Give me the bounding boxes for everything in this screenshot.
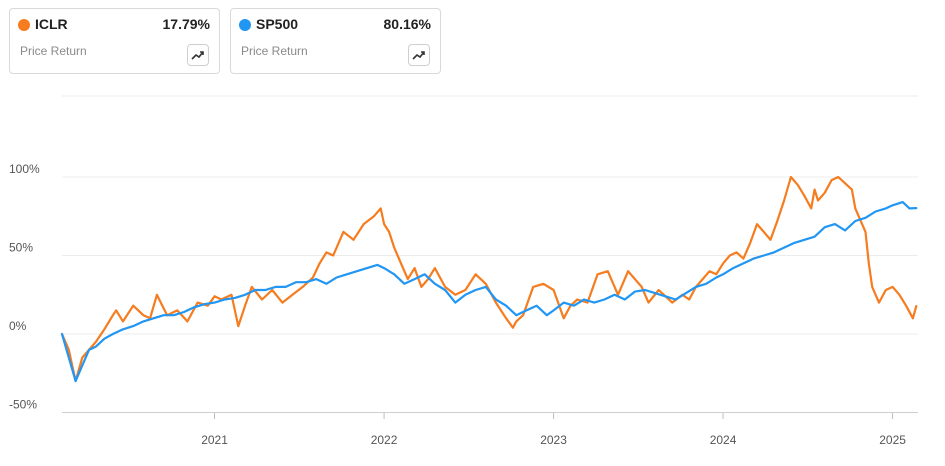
x-tick-label: 2023 [540, 433, 567, 447]
legend-card-iclr[interactable]: ICLR 17.79% Price Return [9, 8, 220, 74]
sp500-ticker: SP500 [256, 16, 299, 32]
trend-chart-icon[interactable] [408, 44, 430, 66]
iclr-metric-label: Price Return [20, 44, 87, 58]
sp500-color-dot [239, 19, 251, 31]
x-tick-label: 2022 [371, 433, 398, 447]
y-tick-label: 100% [9, 162, 40, 176]
iclr-return-value: 17.79% [162, 16, 210, 32]
x-tick-label: 2024 [710, 433, 737, 447]
legend-card-sp500[interactable]: SP500 80.16% Price Return [230, 8, 441, 74]
y-tick-label: 0% [9, 319, 27, 333]
sp500-return-value: 80.16% [383, 16, 431, 32]
series-line-iclr [60, 175, 918, 383]
y-tick-label: 50% [9, 241, 33, 255]
iclr-color-dot [18, 19, 30, 31]
sp500-metric-label: Price Return [241, 44, 308, 58]
series-line-sp500 [60, 201, 918, 383]
x-tick-label: 2021 [201, 433, 228, 447]
x-tick-label: 2025 [879, 433, 906, 447]
iclr-ticker: ICLR [35, 16, 68, 32]
y-tick-label: -50% [9, 398, 37, 412]
trend-chart-icon[interactable] [187, 44, 209, 66]
